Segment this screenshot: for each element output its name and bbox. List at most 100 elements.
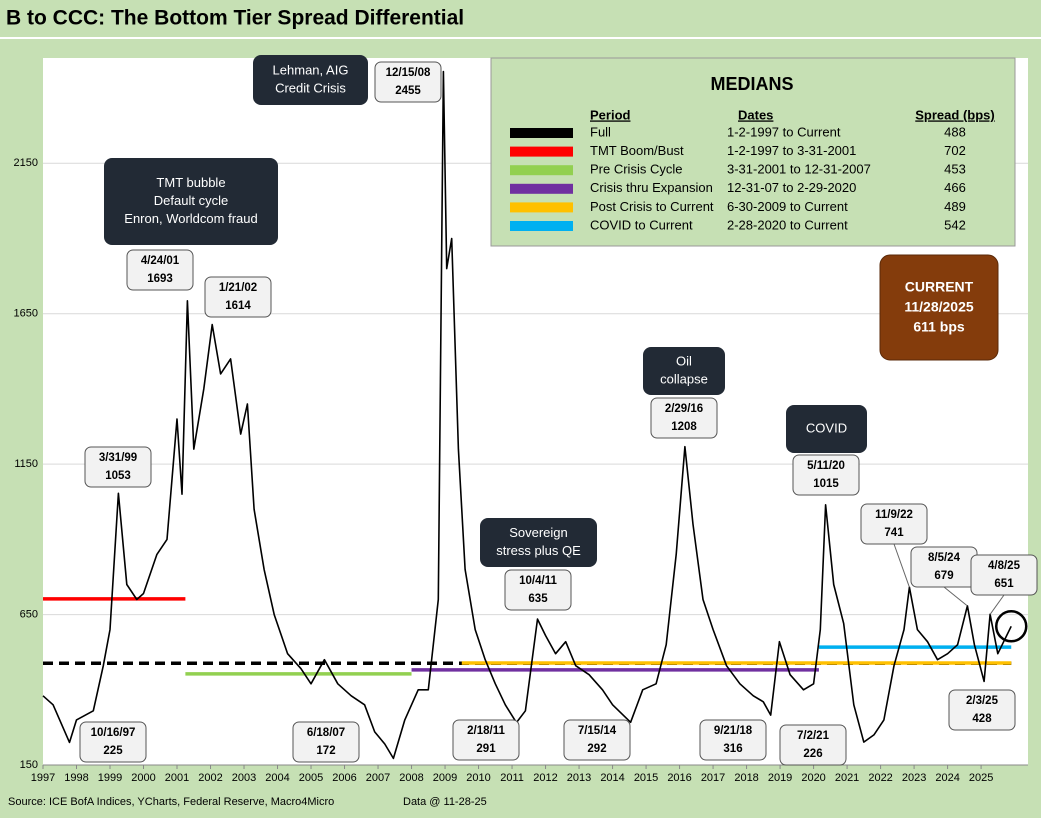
median-dates: 3-31-2001 to 12-31-2007 (727, 162, 871, 177)
x-tick-label: 2005 (299, 772, 323, 784)
x-tick-label: 2019 (768, 772, 792, 784)
annotation-text: TMT bubble (156, 175, 225, 190)
x-tick-label: 2024 (935, 772, 959, 784)
x-tick-label: 2010 (466, 772, 490, 784)
median-period: Crisis thru Expansion (590, 180, 713, 195)
annotation-box (480, 518, 597, 567)
point-label-box (204, 276, 272, 318)
median-swatch (510, 146, 573, 157)
point-label-value: 651 (994, 578, 1014, 590)
point-label-box (452, 719, 520, 761)
point-label-box (79, 721, 147, 763)
source: Source: ICE BofA Indices, YCharts, Feder… (8, 796, 334, 808)
median-period: COVID to Current (590, 217, 693, 232)
x-tick-label: 2023 (902, 772, 926, 784)
x-tick-label: 2000 (131, 772, 155, 784)
point-label-box (860, 503, 928, 545)
point-label-value: 2455 (395, 85, 421, 97)
x-tick-label: 2022 (868, 772, 892, 784)
point-label-box (126, 249, 194, 291)
y-tick-label: 150 (20, 759, 38, 771)
annotation-box (253, 55, 368, 105)
point-label-value: 225 (103, 745, 123, 757)
point-label-value: 428 (972, 713, 992, 725)
current-box (879, 254, 999, 361)
point-label-date: 3/31/99 (99, 452, 137, 464)
point-label-date: 1/21/02 (219, 282, 257, 294)
point-label-value: 172 (316, 745, 335, 757)
chart-title: B to CCC: The Bottom Tier Spread Differe… (6, 7, 464, 30)
current-text: 611 bps (913, 319, 965, 335)
leader-line (893, 543, 910, 588)
median-swatch (510, 202, 573, 213)
x-tick-label: 1999 (98, 772, 122, 784)
x-tick-label: 2012 (533, 772, 557, 784)
median-spread: 489 (944, 199, 966, 214)
annotation-text: Credit Crisis (275, 80, 346, 95)
point-label-value: 1614 (225, 300, 251, 312)
current-text: CURRENT (905, 279, 974, 295)
x-tick-label: 2021 (835, 772, 859, 784)
point-label-date: 7/2/21 (797, 730, 830, 742)
medians-header: Spread (bps) (915, 107, 994, 122)
point-label-date: 2/29/16 (665, 403, 703, 415)
median-dates: 12-31-07 to 2-29-2020 (727, 180, 856, 195)
point-label-box (650, 397, 718, 439)
median-period: Full (590, 124, 611, 139)
annotation-text: stress plus QE (496, 543, 581, 558)
point-label-value: 1015 (813, 478, 839, 490)
annotation-text: Lehman, AIG (273, 62, 349, 77)
x-tick-label: 2015 (634, 772, 658, 784)
medians-header: Dates (738, 107, 773, 122)
point-label-box (374, 61, 442, 103)
medians-title: MEDIANS (710, 74, 793, 94)
leader-line (989, 594, 1005, 615)
median-spread: 466 (944, 180, 966, 195)
medians-header: Period (590, 107, 631, 122)
x-tick-label: 2007 (366, 772, 390, 784)
point-label-date: 2/18/11 (467, 725, 505, 737)
y-tick-label: 650 (20, 608, 38, 620)
point-label-date: 8/5/24 (928, 552, 961, 564)
point-label-box (292, 721, 360, 763)
x-tick-label: 2006 (332, 772, 356, 784)
point-label-value: 291 (476, 743, 496, 755)
x-tick-label: 2001 (165, 772, 189, 784)
median-period: Post Crisis to Current (590, 199, 714, 214)
point-label-value: 316 (723, 743, 742, 755)
x-tick-label: 2013 (567, 772, 591, 784)
median-dates: 6-30-2009 to Current (727, 199, 848, 214)
point-label-box (699, 719, 767, 761)
x-tick-label: 2014 (600, 772, 624, 784)
point-label-date: 11/9/22 (875, 509, 913, 521)
point-label-value: 1208 (671, 421, 697, 433)
x-tick-label: 1997 (31, 772, 55, 784)
median-period: TMT Boom/Bust (590, 143, 684, 158)
point-label-box (792, 454, 860, 496)
point-label-value: 226 (803, 748, 822, 760)
x-tick-label: 2025 (969, 772, 993, 784)
y-tick-label: 2150 (14, 157, 38, 169)
median-swatch (510, 128, 573, 138)
point-label-date: 2/3/25 (966, 695, 999, 707)
annotation-text: Default cycle (154, 193, 228, 208)
median-swatch (510, 183, 573, 194)
point-label-value: 635 (528, 593, 548, 605)
point-label-value: 1053 (105, 470, 131, 482)
annotation-box (643, 347, 725, 395)
point-label-date: 12/15/08 (386, 67, 431, 79)
median-spread: 542 (944, 217, 966, 232)
median-dates: 2-28-2020 to Current (727, 217, 848, 232)
median-spread: 488 (944, 124, 966, 139)
x-tick-label: 2017 (701, 772, 725, 784)
annotation-text: collapse (660, 371, 708, 386)
median-swatch (510, 165, 573, 176)
median-swatch (510, 221, 573, 231)
point-label-date: 10/4/11 (519, 575, 557, 587)
point-label-box (970, 554, 1038, 596)
x-tick-label: 1998 (64, 772, 88, 784)
x-tick-label: 2004 (265, 772, 289, 784)
point-label-box (84, 446, 152, 488)
